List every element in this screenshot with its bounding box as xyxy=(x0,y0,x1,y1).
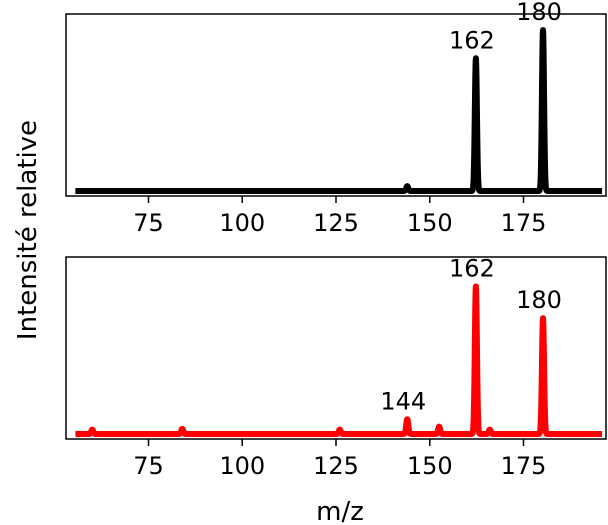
x-tick-label: 175 xyxy=(501,452,547,480)
x-tick-label: 150 xyxy=(407,452,453,480)
x-tick-label: 75 xyxy=(133,209,164,237)
panel-1: 75 100 125 150 175 162 180 xyxy=(65,0,607,237)
peak-label-180: 180 xyxy=(516,0,562,26)
peak-label-162: 162 xyxy=(449,255,495,283)
spectrum-line xyxy=(72,27,605,194)
x-tick-label: 175 xyxy=(501,209,547,237)
x-tick-label: 100 xyxy=(219,452,265,480)
spectrum-line xyxy=(72,283,605,437)
x-axis-label: m/z xyxy=(316,497,364,525)
x-tick-label: 125 xyxy=(313,209,359,237)
x-tick-label: 100 xyxy=(219,209,265,237)
plot-frame xyxy=(65,256,607,440)
x-tick-label: 125 xyxy=(313,452,359,480)
peak-label-162: 162 xyxy=(449,26,495,54)
x-tick-label: 150 xyxy=(407,209,453,237)
peak-label-180: 180 xyxy=(516,286,562,314)
x-tick-label: 75 xyxy=(133,452,164,480)
peak-label-144: 144 xyxy=(380,387,426,415)
plot-frame xyxy=(65,13,607,197)
y-axis-label: Intensité relative xyxy=(13,120,43,340)
panel-2: 75 100 125 150 175 144 162 180 xyxy=(65,255,607,480)
